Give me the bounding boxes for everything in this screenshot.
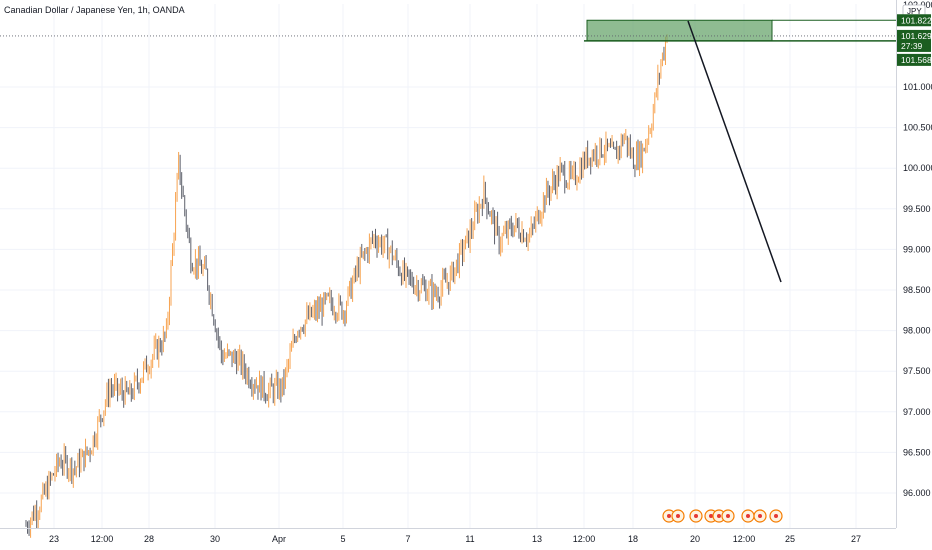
x-tick-label: 30: [210, 534, 220, 544]
zone-box: [586, 19, 773, 42]
x-tick-label: Apr: [272, 534, 286, 544]
currency-label: JPY: [907, 7, 922, 16]
y-tick-label: 101.000: [903, 82, 932, 92]
economic-event-markers[interactable]: [662, 509, 783, 523]
grid-lines: [0, 4, 896, 528]
x-tick-label: 12:00: [91, 534, 114, 544]
y-tick-label: 99.000: [903, 244, 931, 254]
x-tick-label: 11: [465, 534, 474, 544]
x-tick-label: 20: [690, 534, 700, 544]
event-marker-dot: [746, 514, 750, 518]
event-marker-dot: [758, 514, 762, 518]
y-tick-label: 98.500: [903, 285, 931, 295]
event-marker-dot: [717, 514, 721, 518]
x-tick-label: 28: [144, 534, 154, 544]
chart-title: Canadian Dollar / Japanese Yen, 1h, OAND…: [4, 5, 185, 15]
event-marker-dot: [676, 514, 680, 518]
y-tick-label: 99.500: [903, 204, 931, 214]
x-tick-label: 13: [532, 534, 542, 544]
y-tick-label: 100.500: [903, 123, 932, 133]
price-axis[interactable]: 96.000 96.500 97.000 97.500 98.000 98.500 99.0…: [896, 0, 932, 550]
zone-top-tag-bg: [897, 14, 931, 27]
projection-trendline: [687, 20, 782, 283]
last-price-tag: 101.629: [901, 31, 932, 41]
y-tick-label: 96.500: [903, 447, 931, 457]
event-marker-dot: [709, 514, 713, 518]
last-price-tag-bg: [897, 29, 931, 52]
event-marker-dot: [774, 514, 778, 518]
event-marker-dot: [726, 514, 730, 518]
x-tick-label: 12:00: [733, 534, 756, 544]
event-marker-dot: [667, 514, 671, 518]
projection-line[interactable]: [687, 20, 782, 283]
zone-bottom-tag-bg: [897, 53, 931, 66]
zone-top-tag: 101.822: [901, 15, 932, 25]
y-tick-label: 97.500: [903, 366, 931, 376]
x-tick-label: 23: [49, 534, 59, 544]
x-tick-label: 25: [785, 534, 795, 544]
x-tick-label: 5: [340, 534, 345, 544]
x-tick-label: 12:00: [573, 534, 596, 544]
y-tick-label: 98.000: [903, 326, 931, 336]
event-marker-dot: [694, 514, 698, 518]
resistance-zone[interactable]: [0, 19, 896, 42]
time-axis[interactable]: 23 12:00 28 30 Apr 5 7 11 13 12:00 18 20 12:00 25 27: [0, 528, 896, 545]
x-tick-label: 7: [405, 534, 410, 544]
price-axis-bg: [896, 0, 932, 550]
candlestick-series: [25, 34, 668, 538]
y-tick-label: 97.000: [903, 407, 931, 417]
countdown-tag: 27:39: [901, 41, 923, 51]
x-tick-label: 18: [628, 534, 638, 544]
zone-bottom-tag: 101.568: [901, 55, 932, 65]
y-tick-label: 96.000: [903, 488, 931, 498]
x-tick-label: 27: [851, 534, 861, 544]
y-tick-label: 100.000: [903, 163, 932, 173]
